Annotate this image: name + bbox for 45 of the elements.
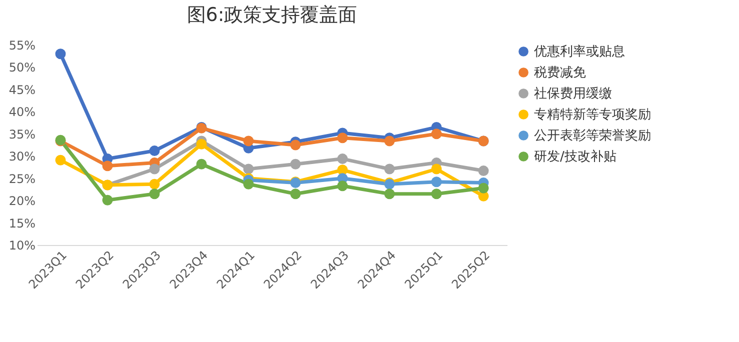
point xyxy=(290,158,301,170)
point xyxy=(243,136,254,146)
legend-label: 公开表彰等荣誉奖励 xyxy=(534,128,651,144)
point xyxy=(55,48,66,60)
chart-title: 图6:政策支持覆盖面 xyxy=(186,4,358,26)
y-tick-label: 20% xyxy=(8,194,36,208)
point xyxy=(431,128,442,140)
y-tick-label: 40% xyxy=(8,105,36,120)
y-tick-label: 35% xyxy=(8,127,36,142)
point xyxy=(290,188,301,200)
y-tick-label: 50% xyxy=(8,60,36,75)
y-tick-label: 55% xyxy=(8,38,36,52)
y-tick-label: 30% xyxy=(8,150,36,164)
legend-label: 优惠利率或贴息 xyxy=(534,44,625,60)
point xyxy=(149,164,160,174)
point xyxy=(243,178,254,190)
point xyxy=(102,194,113,206)
y-tick-label: 10% xyxy=(8,238,36,252)
legend-label: 社保费用缓缴 xyxy=(534,86,612,102)
point xyxy=(384,136,395,146)
point xyxy=(102,160,113,172)
point xyxy=(149,188,160,200)
y-tick-label: 25% xyxy=(8,172,36,186)
point xyxy=(243,164,254,174)
point xyxy=(478,166,489,176)
point xyxy=(384,188,395,200)
legend-label: 税费减免 xyxy=(534,66,586,80)
legend-label: 研发/技改补贴 xyxy=(534,150,616,164)
point xyxy=(337,132,348,144)
legend-label: 专精特新等专项奖励 xyxy=(534,108,651,122)
point xyxy=(149,146,160,156)
point xyxy=(431,188,442,200)
point xyxy=(384,164,395,174)
point xyxy=(431,164,442,174)
point xyxy=(196,158,207,170)
point xyxy=(478,182,489,194)
point xyxy=(337,154,348,164)
point xyxy=(196,138,207,150)
point xyxy=(55,154,66,166)
point xyxy=(290,140,301,150)
y-tick-label: 45% xyxy=(8,82,36,97)
y-tick-label: 15% xyxy=(8,216,36,230)
point xyxy=(149,178,160,190)
point xyxy=(337,180,348,192)
point xyxy=(431,176,442,188)
